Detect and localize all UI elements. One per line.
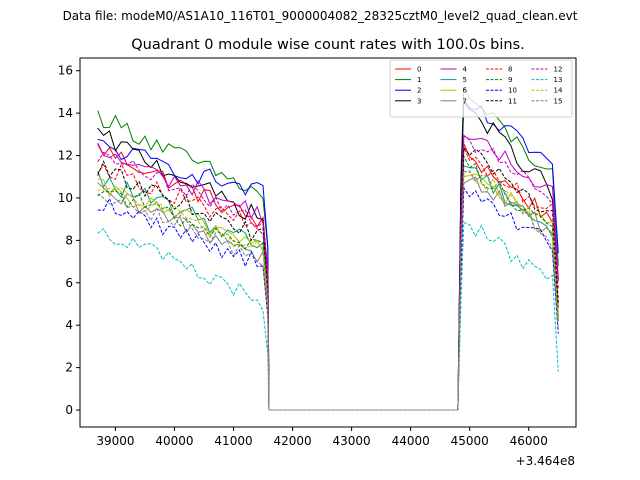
legend-label-0: 0: [417, 66, 421, 74]
x-tick-label: 40000: [155, 434, 193, 448]
legend-label-14: 14: [554, 87, 563, 95]
legend-label-12: 12: [554, 66, 563, 74]
x-tick-label: 39000: [96, 434, 134, 448]
x-offset-label: +3.464e8: [516, 454, 575, 468]
y-tick-label: 0: [65, 403, 73, 417]
legend-label-5: 5: [463, 76, 467, 84]
legend-label-1: 1: [417, 76, 421, 84]
series-line-15: [97, 170, 559, 411]
chart-title: Quadrant 0 module wise count rates with …: [131, 37, 525, 53]
y-tick-label: 6: [65, 276, 73, 290]
chart-suptitle: Data file: modeM0/AS1A10_116T01_90000040…: [63, 9, 578, 23]
y-tick-label: 12: [58, 149, 73, 163]
y-tick-label: 2: [65, 361, 73, 375]
legend-label-13: 13: [554, 76, 563, 84]
legend-box: [389, 59, 573, 118]
series-line-3: [97, 100, 559, 411]
x-tick-label: 45000: [451, 434, 489, 448]
series-line-6: [97, 173, 559, 411]
series-line-2: [97, 98, 559, 411]
axes-frame: [79, 57, 577, 428]
series-line-4: [97, 135, 559, 411]
legend-label-4: 4: [463, 66, 468, 74]
x-tick-label: 46000: [510, 434, 548, 448]
x-tick-label: 43000: [333, 434, 371, 448]
series-line-8: [97, 147, 559, 411]
series-line-7: [97, 176, 559, 411]
y-tick-label: 10: [58, 191, 73, 205]
x-axis: 39000 40000 41000 42000 43000 44000 45000 46000: [96, 427, 548, 448]
x-tick-label: 44000: [392, 434, 430, 448]
series-line-13: [97, 221, 559, 411]
series-line-5: [97, 165, 559, 411]
series-line-14: [97, 171, 559, 411]
legend-label-3: 3: [417, 97, 421, 105]
y-axis: 0 2 4 6 8 10 12 14 16: [58, 64, 80, 417]
legend-label-2: 2: [417, 87, 421, 95]
legend-label-9: 9: [508, 76, 512, 84]
plot-area: [97, 86, 559, 411]
y-tick-label: 16: [58, 64, 73, 78]
legend-label-8: 8: [508, 66, 512, 74]
y-tick-label: 8: [65, 233, 73, 247]
series-line-12: [97, 134, 559, 411]
legend-label-10: 10: [508, 87, 517, 95]
y-tick-label: 4: [65, 318, 73, 332]
y-tick-label: 14: [58, 106, 73, 120]
legend-label-11: 11: [508, 97, 517, 105]
legend-label-7: 7: [463, 97, 467, 105]
x-tick-label: 42000: [273, 434, 311, 448]
legend-label-6: 6: [463, 87, 468, 95]
legend-label-15: 15: [554, 97, 563, 105]
series-line-10: [97, 186, 559, 411]
x-tick-label: 41000: [214, 434, 252, 448]
series-line-1: [97, 86, 559, 411]
series-line-11: [97, 146, 559, 411]
